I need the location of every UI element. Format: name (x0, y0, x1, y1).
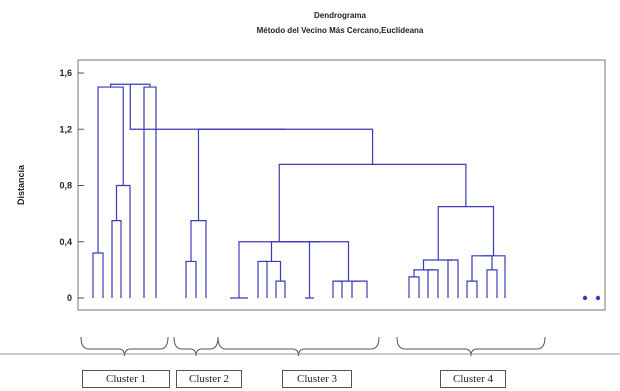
extra-point (582, 295, 588, 301)
dendrogram-link (437, 205, 495, 261)
cluster-braces (80, 336, 546, 357)
dendrogram-link (290, 241, 350, 282)
cluster-1-label: Cluster 1 (82, 370, 170, 388)
dendrogram-link (482, 255, 506, 298)
plot-frame (77, 59, 606, 311)
cluster-2-label: Cluster 2 (176, 370, 242, 388)
dendrogram-link (97, 86, 124, 253)
y-tick-label: 1,6 (59, 68, 72, 78)
y-axis-label: Distancia (16, 164, 26, 205)
dendrogram-link (275, 280, 286, 298)
dendrogram-link (197, 128, 374, 221)
y-tick-label: 0 (67, 293, 72, 303)
dendrogram-link (115, 184, 131, 298)
y-tick-label: 1,2 (59, 124, 72, 134)
dendrogram-link (185, 260, 197, 298)
dendrogram-link (422, 259, 453, 270)
dendrogram-link (129, 84, 286, 130)
y-axis-ticks: 0 0,4 0,8 1,2 1,6 (59, 68, 84, 303)
dendrogram-link (262, 260, 282, 282)
cluster-brace (396, 336, 546, 357)
dendrogram-link (471, 255, 493, 282)
cluster-brace (80, 336, 169, 357)
y-tick-label: 0,4 (59, 237, 72, 247)
extra-point (595, 295, 601, 301)
dendrogram-link (466, 280, 478, 298)
dendrogram-link (408, 276, 420, 298)
dendrogram-link (270, 241, 311, 298)
chart-title: Dendrograma (314, 11, 367, 20)
cluster-4-label: Cluster 4 (440, 370, 506, 388)
cluster-3-label: Cluster 3 (282, 370, 352, 388)
dendrogram-link (351, 280, 368, 298)
dendrogram-links (92, 83, 506, 299)
dendrogram-link (427, 269, 439, 298)
dendrogram-link (143, 86, 157, 298)
chart-subtitle: Método del Vecino Más Cercano,Euclídeana (257, 26, 424, 35)
cluster-brace (217, 336, 380, 357)
dendrogram-link (486, 269, 498, 298)
dendrogram-link (257, 260, 268, 298)
dendrogram-link (111, 220, 122, 298)
dendrogram-extra-points (582, 295, 601, 301)
dendrogram-link (447, 259, 459, 298)
y-tick-label: 0,8 (59, 181, 72, 191)
dendrogram-link (190, 220, 207, 298)
dendrogram-link (92, 252, 104, 298)
dendrogram-link (332, 280, 343, 298)
dendrogram-link (238, 241, 320, 298)
cluster-brace (173, 336, 219, 357)
dendrogram-link (413, 269, 433, 277)
